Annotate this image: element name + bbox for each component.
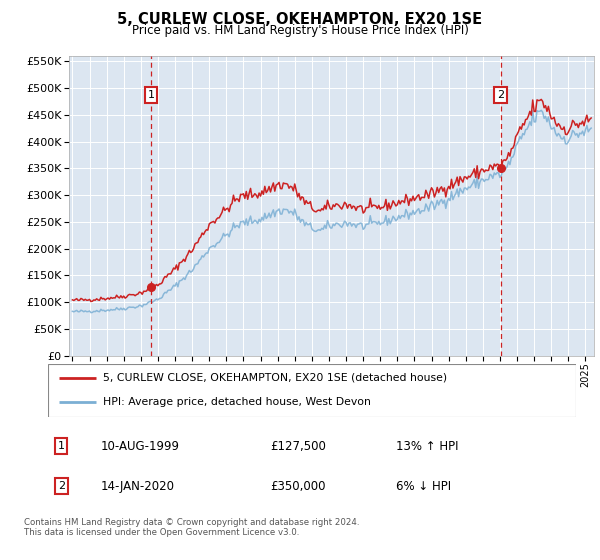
Text: 2: 2	[58, 481, 65, 491]
Text: 2: 2	[497, 90, 504, 100]
FancyBboxPatch shape	[48, 364, 576, 417]
Text: 5, CURLEW CLOSE, OKEHAMPTON, EX20 1SE (detached house): 5, CURLEW CLOSE, OKEHAMPTON, EX20 1SE (d…	[103, 373, 448, 383]
Text: £350,000: £350,000	[270, 480, 325, 493]
Text: Price paid vs. HM Land Registry's House Price Index (HPI): Price paid vs. HM Land Registry's House …	[131, 24, 469, 37]
Text: Contains HM Land Registry data © Crown copyright and database right 2024.
This d: Contains HM Land Registry data © Crown c…	[24, 518, 359, 538]
Text: 5, CURLEW CLOSE, OKEHAMPTON, EX20 1SE: 5, CURLEW CLOSE, OKEHAMPTON, EX20 1SE	[118, 12, 482, 27]
Text: HPI: Average price, detached house, West Devon: HPI: Average price, detached house, West…	[103, 397, 371, 407]
Text: 14-JAN-2020: 14-JAN-2020	[101, 480, 175, 493]
Text: 1: 1	[148, 90, 155, 100]
Text: 13% ↑ HPI: 13% ↑ HPI	[397, 440, 459, 452]
Text: 10-AUG-1999: 10-AUG-1999	[101, 440, 180, 452]
Text: £127,500: £127,500	[270, 440, 326, 452]
Text: 1: 1	[58, 441, 65, 451]
Text: 6% ↓ HPI: 6% ↓ HPI	[397, 480, 452, 493]
